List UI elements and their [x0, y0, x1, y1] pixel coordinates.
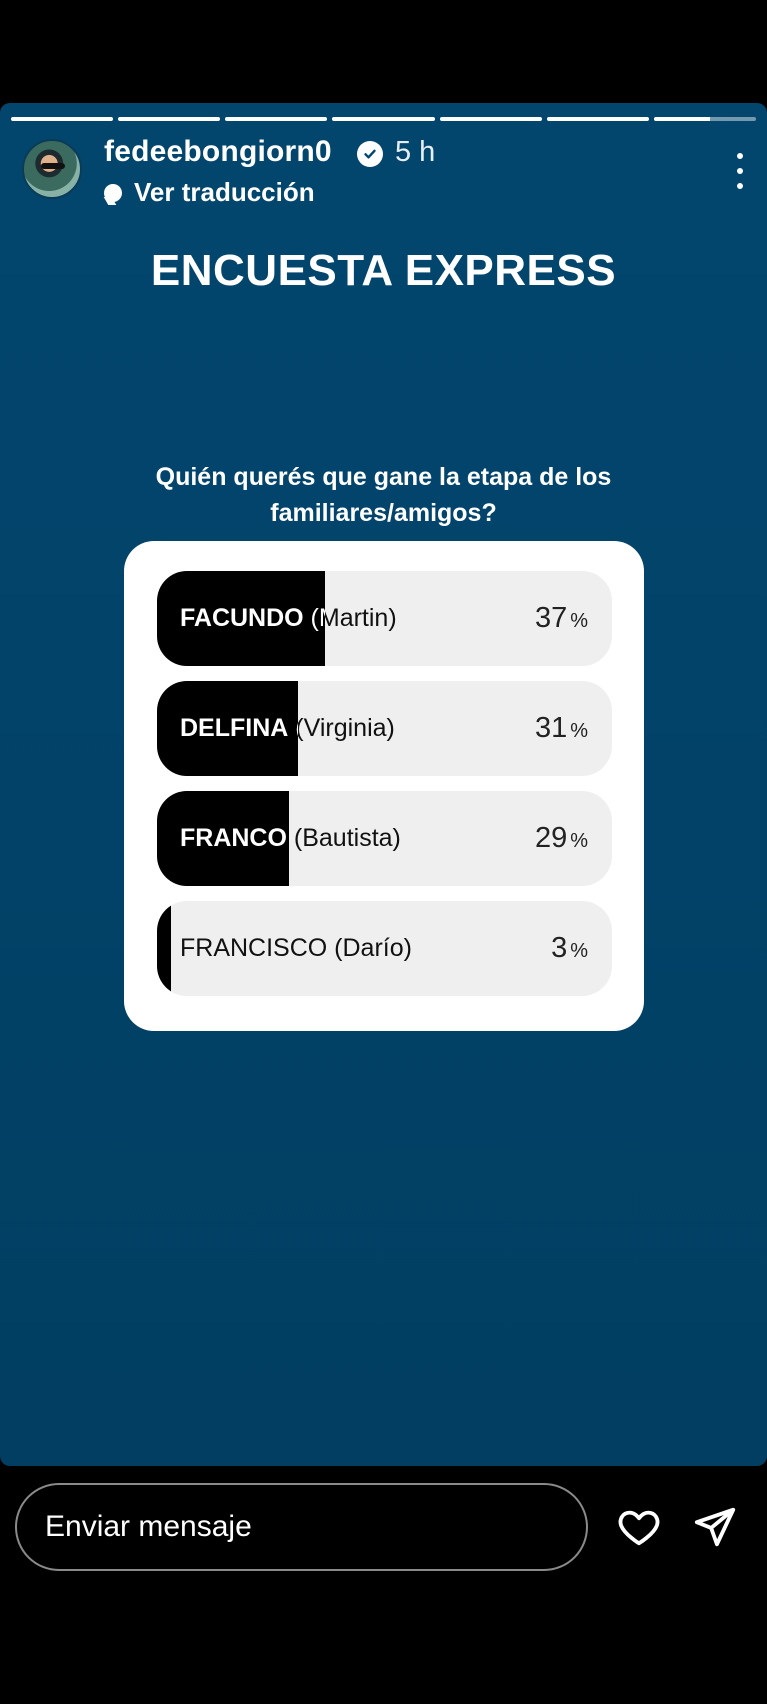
poll-option-percent: 37% [534, 602, 588, 634]
poll-option-label: FRANCISCO (Darío) [180, 934, 412, 962]
poll-question: Quién querés que gane la etapa de los fa… [155, 463, 612, 527]
poll-option[interactable]: FACUNDO (Martin)FACUNDO (Martin)37% [157, 571, 612, 666]
progress-segment [225, 117, 328, 121]
progress-segment [332, 117, 435, 121]
poll-option-label-overlay: DELFINA (Virginia) [157, 681, 298, 776]
poll-option-bar [157, 901, 171, 996]
poll-option-label: FACUNDO (Martin) [180, 604, 397, 632]
poll-option-percent: 29% [534, 822, 588, 854]
verified-badge-icon [357, 141, 383, 167]
poll-option-label-overlay: FACUNDO (Martin) [157, 571, 325, 666]
message-composer[interactable] [15, 1483, 588, 1571]
avatar[interactable] [22, 139, 82, 199]
poll-option-label-overlay: FRANCISCO (Darío) [157, 901, 171, 996]
poll-option-bar [157, 571, 326, 666]
poll-option-bar [157, 791, 289, 886]
progress-segment [653, 117, 756, 121]
post-time: 5 h [395, 136, 436, 168]
story-frame[interactable]: fedeebongiorn0 5 h Ver traducción ENCUES… [0, 103, 767, 1466]
translate-label: Ver traducción [134, 177, 315, 207]
poll-option-label: DELFINA (Virginia) [180, 714, 395, 742]
poll-option-label: FRANCO (Bautista) [180, 824, 401, 852]
progress-segment [11, 117, 114, 121]
poll-option-bar [157, 681, 299, 776]
progress-segment [439, 117, 542, 121]
username[interactable]: fedeebongiorn0 [104, 135, 332, 168]
story-title: ENCUESTA EXPRESS [150, 246, 617, 295]
heart-icon[interactable] [616, 1504, 662, 1550]
story-header: fedeebongiorn0 5 h Ver traducción [22, 135, 752, 215]
more-options-icon[interactable] [728, 153, 752, 189]
poll-option-label: FRANCO (Bautista) [180, 824, 287, 852]
progress-segment [118, 117, 221, 121]
poll-option-percent: 3% [551, 932, 588, 964]
translate-link[interactable]: Ver traducción [104, 177, 315, 208]
poll-option[interactable]: FRANCISCO (Darío) FRANCISCO (Darío) 3% [157, 901, 612, 996]
message-input[interactable] [45, 1485, 565, 1569]
story-progress-bar [11, 117, 756, 121]
poll-option-label-overlay: FRANCO (Bautista) [157, 791, 289, 886]
translate-bubble-icon [104, 183, 122, 202]
send-icon[interactable] [692, 1504, 738, 1550]
poll-option[interactable]: DELFINA (Virginia)DELFINA (Virginia)31% [157, 681, 612, 776]
poll-card: FACUNDO (Martin)FACUNDO (Martin)37%DELFI… [124, 541, 644, 1031]
poll-option-percent: 31% [534, 712, 588, 744]
poll-option-label: DELFINA (Virginia) [180, 714, 298, 742]
progress-segment [546, 117, 649, 121]
poll-option[interactable]: FRANCO (Bautista)FRANCO (Bautista)29% [157, 791, 612, 886]
poll-option-label: FACUNDO (Martin) [180, 604, 325, 632]
